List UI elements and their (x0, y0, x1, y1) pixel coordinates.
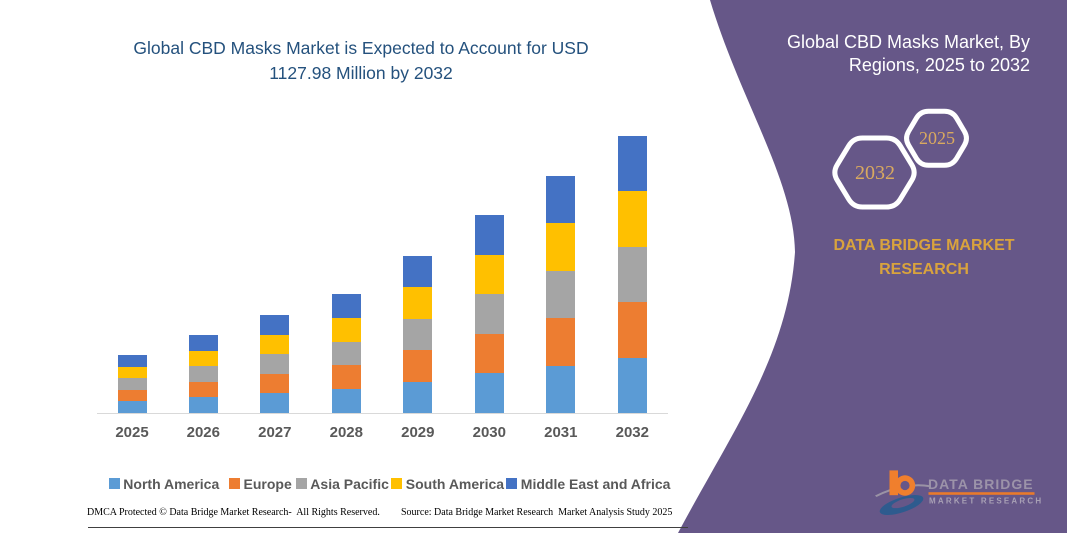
svg-text:MARKET RESEARCH: MARKET RESEARCH (929, 497, 1043, 506)
svg-text:DATA BRIDGE: DATA BRIDGE (928, 476, 1034, 492)
